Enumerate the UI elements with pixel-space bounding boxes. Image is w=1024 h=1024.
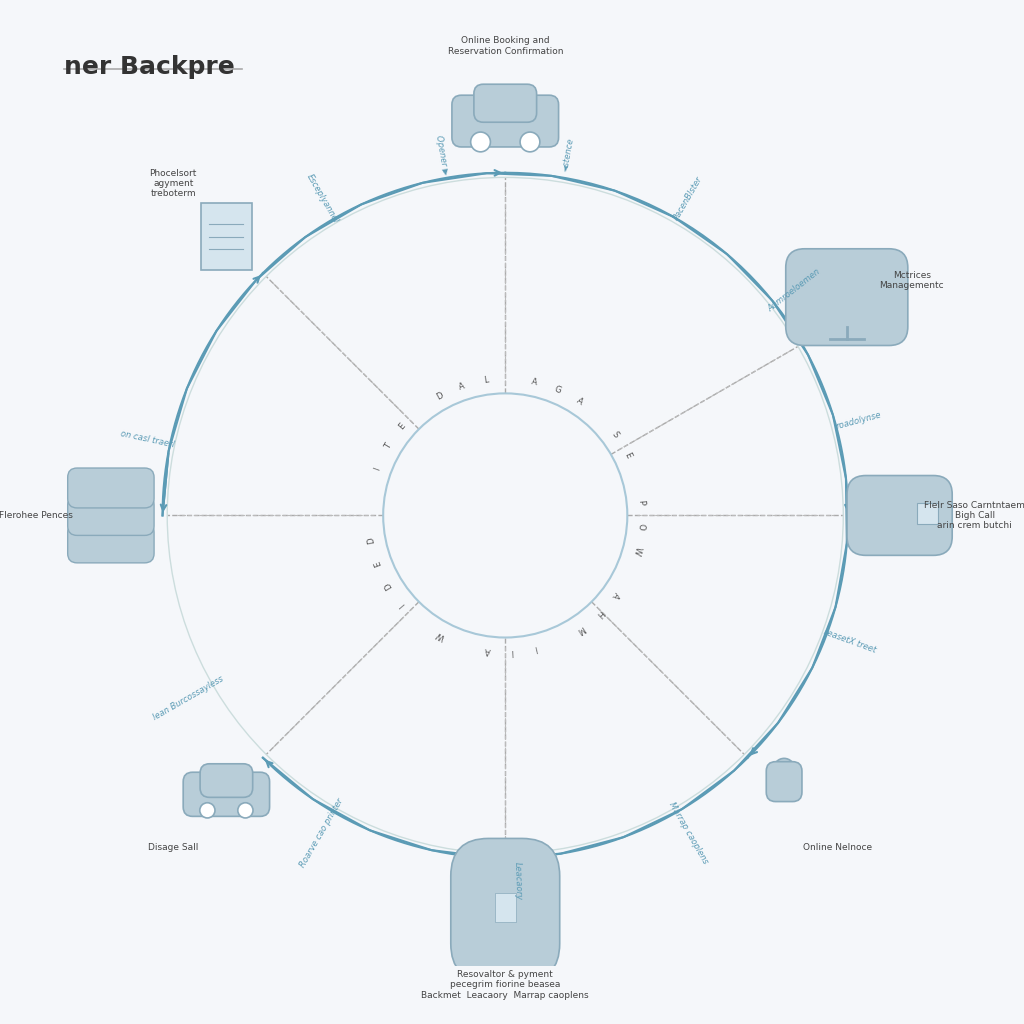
Text: Disage Sall: Disage Sall bbox=[148, 843, 199, 852]
Text: E: E bbox=[396, 422, 407, 432]
Text: Flerohee Pences: Flerohee Pences bbox=[0, 511, 73, 520]
FancyBboxPatch shape bbox=[474, 84, 537, 122]
Text: Esceplyannel: Esceplyannel bbox=[304, 172, 340, 224]
Text: Online Nelnoce: Online Nelnoce bbox=[803, 843, 871, 852]
Text: I: I bbox=[373, 466, 382, 472]
Text: M: M bbox=[575, 623, 586, 635]
Text: Flelr Saso Carntntaem
Bigh Call
arin crem butchi: Flelr Saso Carntntaem Bigh Call arin cre… bbox=[925, 501, 1024, 530]
FancyBboxPatch shape bbox=[201, 203, 252, 270]
Text: D: D bbox=[434, 390, 444, 401]
Circle shape bbox=[238, 803, 253, 818]
Text: O: O bbox=[636, 523, 646, 530]
Text: A: A bbox=[610, 590, 622, 600]
Text: W: W bbox=[435, 630, 446, 641]
Text: PacenBlster: PacenBlster bbox=[672, 175, 705, 222]
FancyBboxPatch shape bbox=[785, 249, 908, 345]
Text: roadolynse: roadolynse bbox=[836, 411, 883, 431]
Text: Roarve cao printer: Roarve cao printer bbox=[299, 797, 346, 868]
Text: Opener ▶: Opener ▶ bbox=[434, 134, 450, 175]
FancyBboxPatch shape bbox=[68, 523, 154, 563]
Text: ◄stence: ◄stence bbox=[561, 137, 577, 172]
FancyBboxPatch shape bbox=[68, 496, 154, 536]
Text: Aumroeloemen: Aumroeloemen bbox=[766, 266, 822, 313]
FancyBboxPatch shape bbox=[847, 475, 952, 555]
Text: A: A bbox=[574, 396, 585, 407]
Text: A: A bbox=[458, 381, 466, 391]
FancyBboxPatch shape bbox=[766, 762, 802, 802]
Circle shape bbox=[773, 759, 795, 779]
Text: Marrap caoplens: Marrap caoplens bbox=[667, 800, 710, 865]
Text: D: D bbox=[367, 536, 376, 544]
Text: G: G bbox=[553, 384, 562, 395]
Circle shape bbox=[520, 132, 540, 152]
Text: W: W bbox=[631, 546, 642, 556]
Text: Resovaltor & pyment
pecegrim fiorine beasea
Backmet  Leacaory  Marrap caoplens: Resovaltor & pyment pecegrim fiorine bea… bbox=[422, 970, 589, 999]
Text: Online Booking and
Reservation Confirmation: Online Booking and Reservation Confirmat… bbox=[447, 36, 563, 55]
Text: S: S bbox=[609, 430, 621, 439]
Text: Mctrices
Managementc: Mctrices Managementc bbox=[880, 271, 944, 291]
Circle shape bbox=[471, 132, 490, 152]
Text: L: L bbox=[483, 376, 488, 385]
FancyBboxPatch shape bbox=[200, 764, 253, 798]
Text: A: A bbox=[530, 378, 539, 387]
Text: reasetX treet: reasetX treet bbox=[822, 627, 877, 654]
FancyBboxPatch shape bbox=[183, 772, 269, 816]
Text: E: E bbox=[373, 559, 383, 567]
FancyBboxPatch shape bbox=[452, 95, 558, 147]
FancyBboxPatch shape bbox=[916, 503, 938, 524]
Text: on casl traerl: on casl traerl bbox=[119, 429, 175, 450]
Text: D: D bbox=[383, 581, 394, 591]
Text: H: H bbox=[594, 608, 605, 618]
FancyBboxPatch shape bbox=[451, 839, 560, 981]
Circle shape bbox=[200, 803, 215, 818]
Text: ner Backpre: ner Backpre bbox=[63, 55, 234, 79]
Text: I: I bbox=[534, 643, 539, 652]
FancyBboxPatch shape bbox=[68, 468, 154, 508]
Text: Phocelsort
agyment
treboterm: Phocelsort agyment treboterm bbox=[150, 169, 197, 199]
FancyBboxPatch shape bbox=[495, 893, 516, 923]
Text: E: E bbox=[623, 452, 633, 460]
Text: I: I bbox=[510, 647, 513, 656]
Text: A: A bbox=[484, 645, 490, 655]
Text: lean Burcossayless: lean Burcossayless bbox=[152, 675, 225, 722]
Text: P: P bbox=[636, 500, 645, 506]
Text: T: T bbox=[383, 442, 393, 452]
Text: I: I bbox=[398, 601, 407, 609]
Text: Leacaory: Leacaory bbox=[513, 862, 523, 901]
